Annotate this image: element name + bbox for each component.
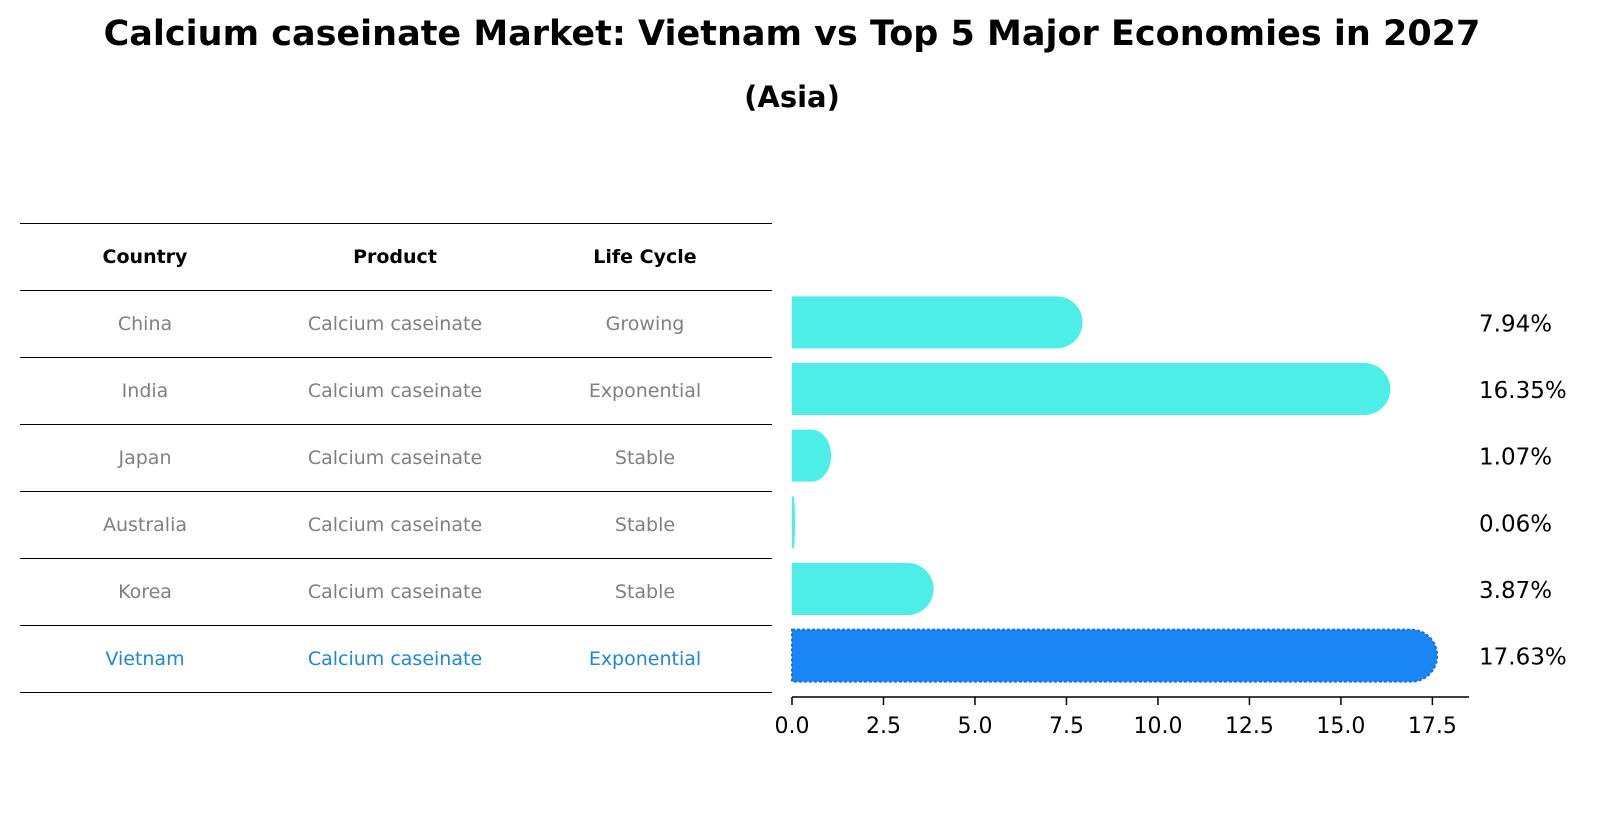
x-tick-label: 10.0 xyxy=(1133,714,1182,739)
bar-australia xyxy=(792,496,795,549)
bar-korea xyxy=(792,563,934,616)
bar-india xyxy=(792,363,1391,416)
cell-life-cycle: Stable xyxy=(614,581,676,603)
data-table: Country Product Life Cycle China Calcium… xyxy=(20,223,772,693)
x-tick-label: 12.5 xyxy=(1225,714,1274,739)
x-tick-label: 2.5 xyxy=(866,714,901,739)
header-life-cycle: Life Cycle xyxy=(593,246,697,268)
value-label-korea: 3.87% xyxy=(1479,578,1552,604)
table-row-highlight: Vietnam Calcium caseinate Exponential xyxy=(20,625,772,693)
cell-life-cycle: Exponential xyxy=(588,648,702,670)
value-label-vietnam: 17.63% xyxy=(1479,645,1567,671)
cell-country: China xyxy=(117,313,173,335)
cell-product: Calcium caseinate xyxy=(307,313,483,335)
header-country: Country xyxy=(102,246,188,268)
table-header-row: Country Product Life Cycle xyxy=(20,223,772,290)
cell-life-cycle: Growing xyxy=(605,313,685,335)
bar-japan xyxy=(792,429,832,482)
value-label-japan: 1.07% xyxy=(1479,445,1552,471)
table-row: Japan Calcium caseinate Stable xyxy=(20,424,772,491)
cell-product: Calcium caseinate xyxy=(307,380,483,402)
x-tick-label: 5.0 xyxy=(957,714,992,739)
x-tick-label: 17.5 xyxy=(1408,714,1457,739)
value-label-china: 7.94% xyxy=(1479,311,1552,337)
cell-product: Calcium caseinate xyxy=(307,581,483,603)
cell-country: Australia xyxy=(102,514,188,536)
chart-subtitle: (Asia) xyxy=(744,80,840,114)
x-tick-label: 0.0 xyxy=(775,714,810,739)
bar-china xyxy=(792,296,1083,349)
value-label-australia: 0.06% xyxy=(1479,511,1552,537)
table-row: China Calcium caseinate Growing xyxy=(20,290,772,357)
cell-country: Korea xyxy=(118,581,172,603)
cell-country: Vietnam xyxy=(105,648,185,670)
cell-life-cycle: Stable xyxy=(614,447,676,469)
table-row: India Calcium caseinate Exponential xyxy=(20,357,772,424)
cell-country: India xyxy=(121,380,169,402)
value-label-india: 16.35% xyxy=(1479,378,1567,404)
cell-product: Calcium caseinate xyxy=(307,447,483,469)
table-row: Australia Calcium caseinate Stable xyxy=(20,491,772,558)
cell-life-cycle: Exponential xyxy=(588,380,702,402)
x-tick-label: 15.0 xyxy=(1316,714,1365,739)
table-row: Korea Calcium caseinate Stable xyxy=(20,558,772,625)
cell-product: Calcium caseinate xyxy=(307,648,483,670)
header-product: Product xyxy=(353,246,437,268)
cell-country: Japan xyxy=(118,447,172,469)
x-tick-label: 7.5 xyxy=(1049,714,1084,739)
bar-vietnam xyxy=(791,628,1439,683)
cell-product: Calcium caseinate xyxy=(307,514,483,536)
cell-life-cycle: Stable xyxy=(614,514,676,536)
chart-title: Calcium caseinate Market: Vietnam vs Top… xyxy=(103,14,1481,54)
